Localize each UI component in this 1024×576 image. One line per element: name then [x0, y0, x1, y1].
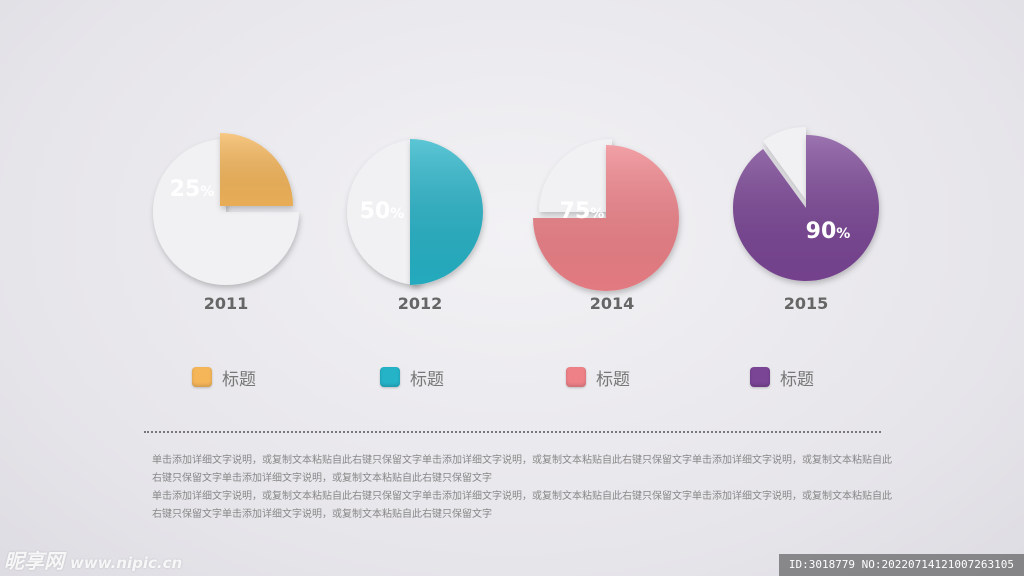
divider: [144, 431, 881, 433]
pie-slice-gloss: [533, 145, 679, 291]
watermark-id: ID:3018779 NO:20220714121007263105: [778, 554, 1024, 576]
legend-item: 标题: [192, 364, 256, 390]
description-paragraph-1: 单击添加详细文字说明，或复制文本粘贴自此右键只保留文字单击添加详细文字说明，或复…: [152, 455, 892, 484]
pie-chart-2011: 25% 2011: [153, 133, 299, 313]
watermark-logo-text: 昵享网: [4, 549, 64, 573]
description-paragraph-2: 单击添加详细文字说明，或复制文本粘贴自此右键只保留文字单击添加详细文字说明，或复…: [152, 491, 892, 520]
legend-label: 标题: [410, 369, 444, 390]
legend-label: 标题: [596, 369, 630, 390]
pie-slice-remaining: [763, 127, 806, 200]
watermark-site: www.nipic.cn: [70, 554, 183, 572]
pie-value-label: 25%: [170, 177, 215, 202]
description-text: 单击添加详细文字说明，或复制文本粘贴自此右键只保留文字单击添加详细文字说明，或复…: [152, 452, 892, 524]
pie-chart-2012: 50% 2012: [347, 139, 483, 313]
legend-swatch: [192, 367, 212, 387]
year-label: 2015: [784, 294, 829, 313]
pie-value-label: 90%: [806, 219, 851, 244]
pie-slice-gloss: [410, 139, 483, 285]
pie-slice-remaining: [347, 139, 420, 285]
watermark-logo: 昵享网 www.nipic.cn: [4, 545, 182, 574]
legend-swatch: [566, 367, 586, 387]
pie-slice-gloss: [220, 133, 293, 206]
pie-value-label: 50%: [360, 199, 405, 224]
year-label: 2014: [590, 294, 635, 313]
pie-slice-gloss: [733, 135, 879, 281]
legend-swatch: [380, 367, 400, 387]
legend-label: 标题: [780, 369, 814, 390]
year-label: 2012: [398, 294, 443, 313]
pie-chart-2014: 75% 2014: [533, 139, 679, 313]
pie-slice-remaining: [153, 139, 299, 285]
legend-swatch: [750, 367, 770, 387]
legend-item: 标题: [380, 364, 444, 390]
legend-item: 标题: [566, 364, 630, 390]
legend-item: 标题: [750, 364, 814, 390]
pie-value-label: 75%: [560, 199, 605, 224]
pie-slice-remaining: [539, 139, 612, 212]
legend-label: 标题: [222, 369, 256, 390]
pie-chart-2015: 90% 2015: [733, 127, 879, 313]
year-label: 2011: [204, 294, 249, 313]
